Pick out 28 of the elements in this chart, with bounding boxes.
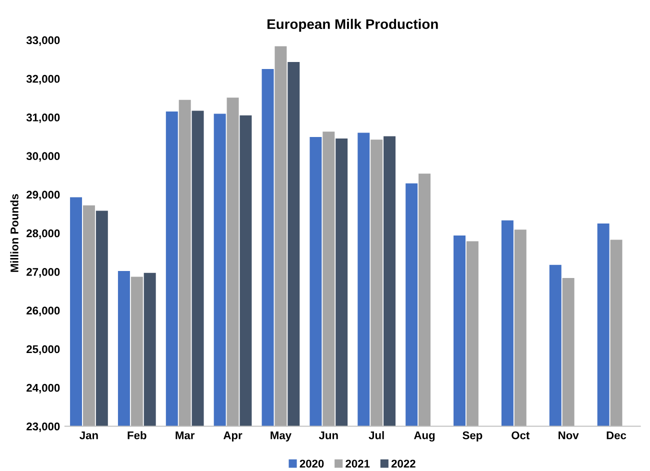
- y-tick-label: 28,000: [26, 229, 60, 239]
- x-tick-label: Nov: [558, 432, 579, 440]
- legend-label: 2022: [391, 460, 416, 468]
- y-tick-label: 32,000: [26, 74, 60, 84]
- x-tick-label: Feb: [128, 431, 146, 440]
- y-tick-label: 26,000: [26, 306, 60, 316]
- chart-title: European Milk Production: [268, 18, 438, 32]
- y-tick-label: 30,000: [26, 152, 60, 162]
- x-tick-label: Sep: [462, 431, 482, 442]
- x-tick-label: Apr: [223, 432, 242, 442]
- y-tick-label: 24,000: [26, 384, 60, 394]
- legend-label: 2020: [300, 460, 324, 468]
- y-tick-label: 25,000: [26, 345, 60, 355]
- y-tick-label: 27,000: [26, 268, 60, 278]
- y-axis-title: Million Pounds: [10, 194, 18, 272]
- legend-label: 2021: [346, 460, 370, 468]
- y-tick-label: 31,000: [26, 114, 60, 124]
- x-tick-label: May: [270, 432, 292, 442]
- y-tick-label: 33,000: [26, 36, 60, 46]
- x-tick-label: Jun: [318, 432, 338, 440]
- x-tick-label: Dec: [606, 432, 626, 440]
- x-tick-label: Aug: [414, 431, 435, 442]
- y-tick-label: 23,000: [26, 422, 60, 432]
- x-tick-label: Oct: [512, 431, 530, 440]
- x-tick-label: Jul: [368, 431, 384, 440]
- y-tick-label: 29,000: [26, 190, 60, 200]
- x-tick-label: Jan: [80, 432, 98, 440]
- x-tick-label: Mar: [176, 432, 195, 440]
